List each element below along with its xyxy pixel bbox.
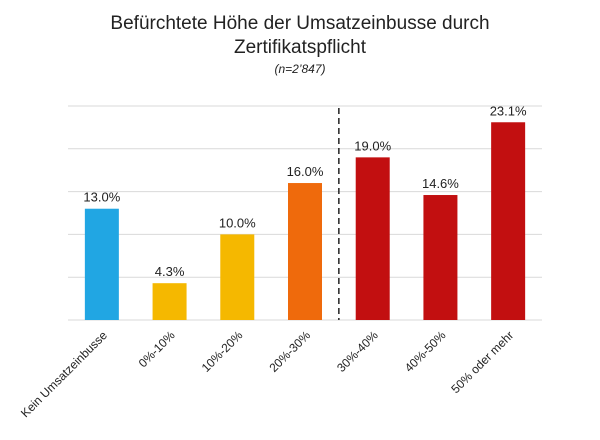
data-label-2: 4.3% xyxy=(155,264,185,279)
x-tick-label-5: 30%-40% xyxy=(334,328,381,375)
x-tick-label-2: 0%-10% xyxy=(136,328,178,370)
bars xyxy=(84,122,526,320)
chart-subtitle: (n=2’847) xyxy=(274,62,326,76)
bar-6 xyxy=(423,195,458,320)
x-tick-label-7: 50% oder mehr xyxy=(448,328,516,396)
data-labels: 13.0% 4.3% 10.0% 16.0% 19.0% 14.6% 23.1% xyxy=(83,103,527,279)
data-label-5: 19.0% xyxy=(354,138,391,153)
data-label-7: 23.1% xyxy=(490,103,527,118)
bar-2 xyxy=(152,283,187,320)
data-label-1: 13.0% xyxy=(83,190,120,205)
chart-title-line-2: Zertifikatspflicht xyxy=(234,37,366,58)
x-tick-label-3: 10%-20% xyxy=(199,328,246,375)
x-tick-label-1: Kein Umsatzeinbusse xyxy=(18,328,110,420)
x-tick-label-4: 20%-30% xyxy=(266,328,313,375)
chart-title: Befürchtete Höhe der Umsatzeinbusse durc… xyxy=(0,12,600,60)
x-axis-tick-labels: Kein Umsatzeinbusse 0%-10% 10%-20% 20%-30% 3… xyxy=(18,328,516,420)
bar-3 xyxy=(220,234,255,320)
chart-title-line-1: Befürchtete Höhe der Umsatzeinbusse durc… xyxy=(110,13,490,34)
bar-5 xyxy=(355,157,390,320)
data-label-4: 16.0% xyxy=(287,164,324,179)
x-tick-label-6: 40%-50% xyxy=(402,328,449,375)
bar-1 xyxy=(84,208,119,320)
data-label-3: 10.0% xyxy=(219,215,256,230)
bar-4 xyxy=(288,183,322,320)
data-label-6: 14.6% xyxy=(422,176,459,191)
bar-7 xyxy=(491,122,526,320)
